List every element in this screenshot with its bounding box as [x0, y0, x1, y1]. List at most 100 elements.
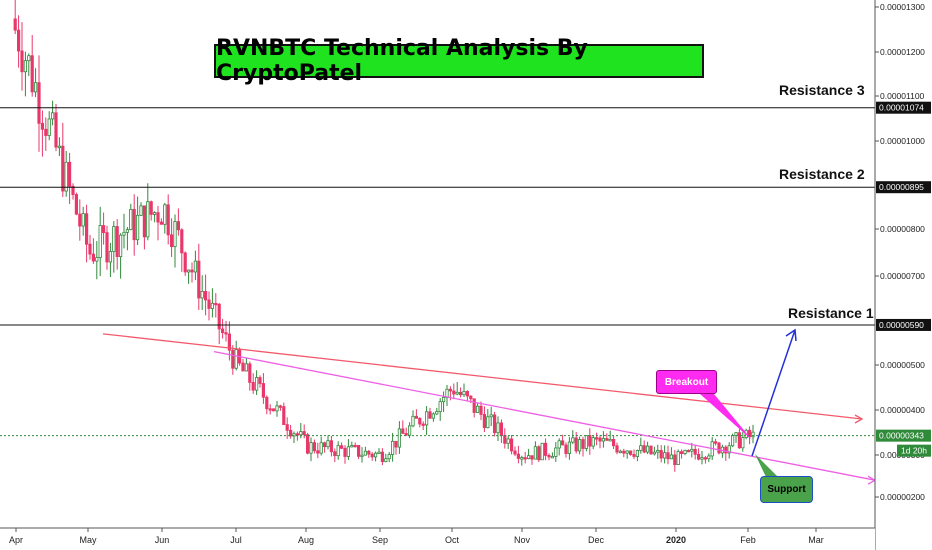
- candle-body: [64, 161, 68, 192]
- candle-body: [516, 453, 521, 459]
- candle-body: [105, 232, 109, 263]
- countdown-badge: [897, 444, 931, 457]
- candle-body: [503, 435, 507, 444]
- support-pointer: [755, 454, 778, 477]
- time-tick-label: Oct: [445, 535, 460, 545]
- candle-body: [343, 447, 347, 457]
- candle-body: [690, 448, 694, 452]
- candle-body: [30, 55, 34, 93]
- candle-body: [394, 440, 398, 448]
- candle-body: [574, 437, 578, 452]
- candle-body: [669, 454, 674, 460]
- time-tick-label: May: [79, 535, 97, 545]
- candle-body: [122, 231, 126, 236]
- time-tick-label: Jun: [155, 535, 170, 545]
- time-axis-bg: [0, 528, 875, 550]
- level-price-badge: [876, 181, 931, 194]
- candle-body: [333, 451, 337, 457]
- candle-body: [629, 450, 633, 455]
- resistance-1-label: Resistance 1: [788, 305, 874, 321]
- red-trendline: [102, 333, 863, 420]
- candle-body: [731, 435, 735, 447]
- candle-body: [411, 415, 415, 427]
- candle-body: [102, 225, 106, 234]
- candle-body: [612, 439, 616, 447]
- price-tick-label: 0.00000800: [880, 224, 925, 234]
- candle-body: [322, 442, 327, 448]
- candle-body: [373, 452, 378, 458]
- candle-body: [707, 455, 711, 460]
- candle-body: [509, 438, 514, 452]
- candle-body: [278, 405, 283, 408]
- candle-body: [489, 414, 493, 418]
- price-axis: 0.00001300 0.00001200 0.00001100 0.00001000…: [874, 0, 932, 550]
- candle-body: [180, 229, 184, 254]
- candle-body: [693, 448, 697, 455]
- candle-body: [550, 456, 555, 459]
- candle-body: [486, 416, 490, 428]
- candle-body: [608, 439, 612, 442]
- candle-body: [404, 433, 408, 436]
- candle-body: [214, 302, 218, 306]
- candle-body: [533, 446, 538, 460]
- candle-body: [448, 388, 453, 392]
- candle-body: [54, 112, 58, 148]
- candle-body: [98, 225, 102, 258]
- candle-body: [268, 408, 272, 411]
- candle-body: [350, 444, 354, 448]
- time-tick-label: Sep: [372, 535, 388, 545]
- candle-body: [571, 437, 575, 443]
- time-tick-label: Dec: [588, 535, 605, 545]
- candle-body: [200, 290, 204, 299]
- candle-body: [598, 437, 602, 442]
- candle-body: [649, 445, 653, 455]
- candle-body: [567, 441, 572, 454]
- candle-body: [547, 455, 551, 458]
- candle-body: [27, 55, 31, 62]
- time-tick-label: 2020: [666, 535, 686, 545]
- candle-body: [163, 204, 167, 225]
- time-tick-label: Mar: [808, 535, 824, 545]
- candle-body: [734, 432, 738, 436]
- candle-body: [686, 449, 691, 453]
- candle-body: [635, 449, 640, 457]
- candle-body: [642, 445, 646, 453]
- candle-body: [234, 349, 238, 369]
- candle-body: [159, 221, 163, 225]
- candle-body: [119, 234, 123, 258]
- candle-body: [458, 391, 463, 396]
- candle-body: [115, 226, 119, 258]
- candle-body: [132, 208, 136, 241]
- candle-body: [353, 444, 357, 448]
- candle-body: [666, 452, 670, 460]
- candle-body: [659, 450, 663, 459]
- candle-body: [193, 260, 197, 273]
- projection-arrow-head: [785, 328, 797, 342]
- candle-body: [380, 451, 385, 462]
- candle-body: [142, 205, 146, 238]
- candle-body: [190, 269, 194, 273]
- price-tick-label: 0.00001200: [880, 47, 925, 57]
- candle-body: [605, 438, 609, 441]
- candle-body: [472, 398, 476, 413]
- candle-body: [57, 145, 62, 149]
- candle-body: [520, 457, 524, 460]
- candle-body: [618, 450, 623, 454]
- candle-body: [387, 454, 391, 460]
- candle-body: [244, 363, 248, 372]
- candle-body: [748, 429, 752, 438]
- candle-body: [183, 252, 187, 273]
- candle-body: [496, 422, 500, 434]
- candle-body: [506, 438, 510, 444]
- candle-body: [85, 213, 89, 245]
- price-axis-bg: [875, 0, 932, 550]
- candle-body: [44, 128, 48, 136]
- candle-body: [639, 445, 643, 451]
- candle-body: [261, 383, 266, 398]
- candle-body: [632, 454, 636, 457]
- chart-title: RVNBTC Technical Analysis By CryptoPatel: [214, 36, 704, 86]
- red-trendline-arrow-head: [854, 414, 864, 424]
- price-tick-label: 0.00001100: [880, 91, 925, 101]
- candle-body: [156, 212, 160, 223]
- candle-body: [61, 145, 65, 192]
